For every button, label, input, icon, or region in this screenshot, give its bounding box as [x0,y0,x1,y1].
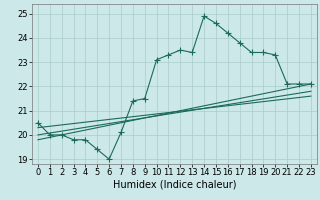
X-axis label: Humidex (Indice chaleur): Humidex (Indice chaleur) [113,180,236,190]
